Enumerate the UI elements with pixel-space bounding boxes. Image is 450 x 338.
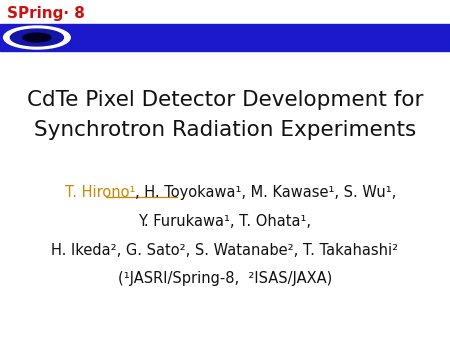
Text: Synchrotron Radiation Experiments: Synchrotron Radiation Experiments: [34, 120, 416, 140]
Text: T. Hirono¹: T. Hirono¹: [65, 185, 135, 200]
Ellipse shape: [23, 33, 51, 42]
Bar: [0, 0, 450, 25]
Text: H. Ikeda², G. Sato², S. Watanabe², T. Takahashi²: H. Ikeda², G. Sato², S. Watanabe², T. Ta…: [51, 243, 399, 258]
Ellipse shape: [4, 26, 70, 49]
Text: (¹JASRI/Spring-8,  ²ISAS/JAXA): (¹JASRI/Spring-8, ²ISAS/JAXA): [118, 271, 332, 286]
Text: , H. Toyokawa¹, M. Kawase¹, S. Wu¹,: , H. Toyokawa¹, M. Kawase¹, S. Wu¹,: [135, 185, 396, 200]
Bar: [0, 24, 450, 51]
Ellipse shape: [10, 29, 63, 46]
Text: Y. Furukawa¹, T. Ohata¹,: Y. Furukawa¹, T. Ohata¹,: [139, 214, 311, 229]
Text: CdTe Pixel Detector Development for: CdTe Pixel Detector Development for: [27, 90, 423, 110]
Text: SPring· 8: SPring· 8: [7, 6, 85, 21]
